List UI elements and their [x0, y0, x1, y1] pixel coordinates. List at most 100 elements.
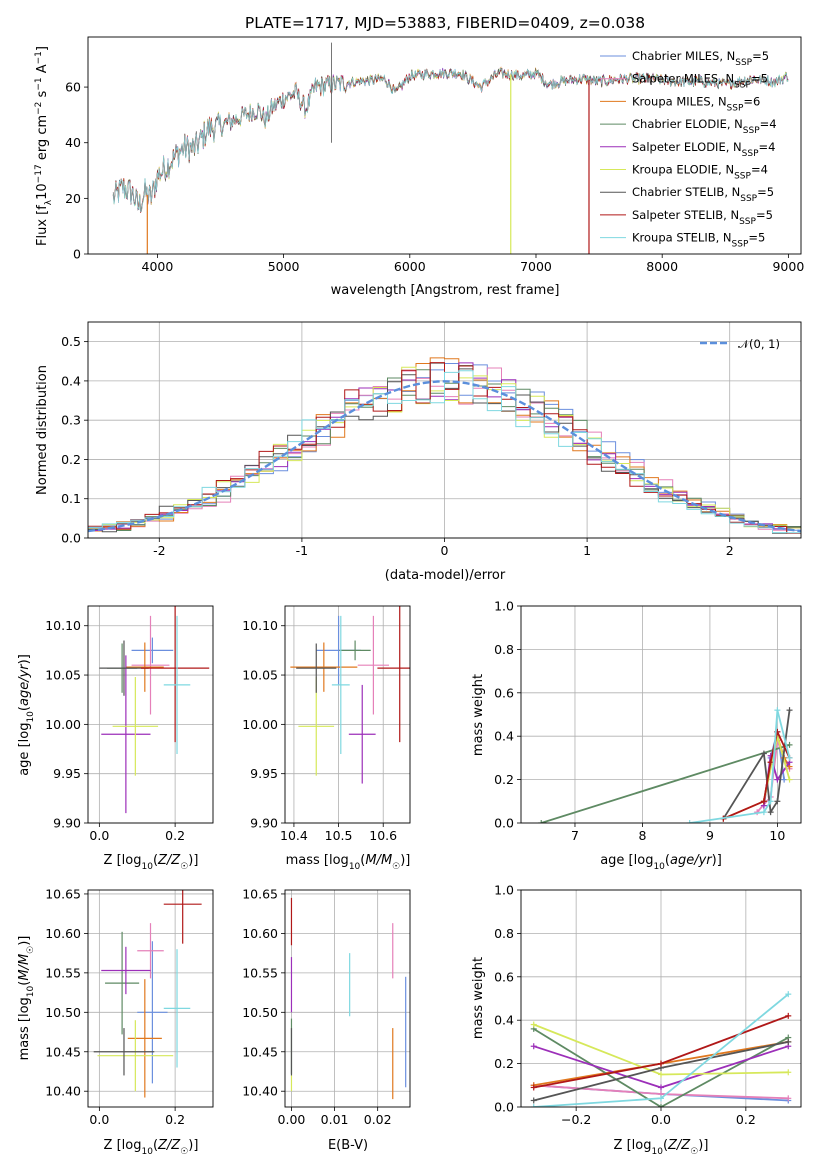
y-axis-label-part: (: [17, 981, 32, 986]
weight-line: [540, 744, 790, 823]
x-tick-label: 0.00: [278, 1112, 306, 1127]
x-tick-label: 0: [441, 543, 449, 558]
x-axis-label-part: M/M: [365, 853, 392, 868]
x-tick-label: 8000: [646, 259, 678, 274]
legend-entry: Chabrier MILES, NSSP=5: [632, 49, 769, 68]
axes-frame: [87, 605, 214, 824]
x-axis-label-part: (: [360, 853, 365, 868]
y-tick-label: 20: [65, 191, 81, 206]
y-tick-label: 10.50: [242, 1005, 278, 1020]
x-axis-label-part: age [log: [600, 853, 653, 868]
legend-entry-part: Salpeter STELIB, N: [632, 208, 739, 222]
x-axis-label-part: 10: [141, 1147, 153, 1157]
x-tick-label: 8: [638, 828, 646, 843]
y-tick-label: 0.6: [494, 685, 514, 700]
x-tick-label: 7000: [520, 259, 552, 274]
y-axis-label-part: M/M: [17, 954, 32, 981]
y-tick-label: 0.5: [61, 334, 81, 349]
legend-entry: Chabrier ELODIE, NSSP=4: [632, 117, 777, 136]
legend-entry-part: SSP: [739, 217, 756, 227]
x-axis-label-part: age/yr: [670, 853, 713, 868]
x-axis-label-part: ☉: [180, 862, 188, 872]
x-axis-label-part: )]: [188, 853, 198, 868]
y-tick-label: 10.55: [242, 965, 278, 980]
x-axis-label-part: 10: [653, 862, 665, 872]
legend-entry: Kroupa ELODIE, NSSP=4: [632, 163, 768, 182]
x-axis-label-part: )]: [712, 853, 722, 868]
legend-entry-part: SSP: [734, 172, 751, 182]
x-tick-label: 10: [769, 828, 785, 843]
y-tick-label: 0.8: [494, 926, 514, 941]
x-tick-label: 9: [706, 828, 714, 843]
y-tick-label: 0.4: [61, 373, 81, 388]
y-tick-label: 10.10: [45, 618, 81, 633]
y-axis-label: mass weight: [471, 957, 486, 1039]
y-tick-label: 10.10: [242, 618, 278, 633]
plot-area: [112, 42, 789, 254]
y-tick-label: 0.2: [61, 452, 81, 467]
legend-entry-part: Salpeter ELODIE, N: [632, 140, 742, 154]
axes-frame: [520, 889, 802, 1108]
legend-entry-part: 𝒩(0, 1): [738, 337, 780, 351]
plot-area: [290, 606, 410, 784]
y-tick-label: 9.90: [53, 816, 81, 831]
histogram-kroupa-miles: [88, 357, 801, 532]
y-tick-label: 0.0: [494, 1100, 514, 1115]
legend-entry-part: Kroupa MILES, N: [632, 94, 727, 108]
y-tick-label: 10.60: [45, 926, 81, 941]
plot-area: [290, 897, 407, 1100]
panel-residuals: -2 -1 0 1 2 0.0 0.1 0.2 0.3 0.4 0.5 𝒩(0, 1) (data-mo…: [35, 321, 802, 583]
normal-reference-curve: [88, 380, 801, 533]
legend-entry: Salpeter ELODIE, NSSP=4: [632, 140, 775, 159]
y-axis-label-part: ☉: [26, 946, 36, 954]
y-tick-label: 0.2: [494, 1056, 514, 1071]
x-axis-label-part: Z [log: [104, 1138, 142, 1153]
x-axis-label-part: Z/Z: [157, 1138, 181, 1153]
x-tick-label: 0.2: [165, 1112, 185, 1127]
y-axis-label: age [log10(age/yr)]: [17, 654, 36, 776]
x-axis-label-part: mass [log: [286, 853, 349, 868]
x-tick-label: 7: [571, 828, 579, 843]
x-tick-label: −0.2: [561, 1112, 591, 1127]
panel-mass_vs_Z: 0.0 0.2 10.40 10.45 10.50 10.55 10.60 10.65 Z [l…: [17, 886, 214, 1157]
y-tick-label: 0.3: [61, 413, 81, 428]
x-axis-label-part: ☉: [392, 862, 400, 872]
legend-entry-part: Kroupa ELODIE, N: [632, 163, 734, 177]
axes-frame: [520, 605, 802, 824]
x-axis-label: Z [log10(Z/Z☉)]: [104, 1138, 199, 1157]
x-axis-label: E(B-V): [328, 1138, 368, 1153]
legend-entry-part: =5: [757, 185, 774, 199]
y-tick-label: 0.2: [494, 772, 514, 787]
y-axis-label: mass [log10(M/M☉)]: [17, 936, 36, 1061]
x-axis-label: Z [log10(Z/Z☉)]: [104, 853, 199, 872]
legend-entry-part: =4: [759, 140, 776, 154]
x-tick-label: 9000: [772, 259, 804, 274]
x-axis-label-part: 10: [141, 862, 153, 872]
y-axis-label-part: erg cm: [35, 115, 50, 164]
y-tick-label: 10.45: [45, 1044, 81, 1059]
y-tick-label: 0.8: [494, 642, 514, 657]
y-axis-label-part: λ: [44, 199, 54, 205]
y-axis-label-part: −2: [34, 102, 44, 115]
y-tick-label: 9.95: [53, 766, 81, 781]
panel-weight_vs_Z: −0.2 0.0 0.2 0.0 0.2 0.4 0.6 0.8 1.0 Z [log10(Z/Z…: [471, 883, 802, 1157]
y-tick-label: 0: [73, 247, 81, 262]
legend-entry-part: =5: [752, 49, 769, 63]
y-tick-label: 0.0: [494, 816, 514, 831]
y-tick-label: 10.05: [242, 668, 278, 683]
y-tick-label: 0.6: [494, 969, 514, 984]
x-tick-label: 0.02: [364, 1112, 392, 1127]
x-tick-label: -1: [296, 543, 308, 558]
plot-area: [93, 890, 202, 1098]
y-axis-label: Flux [fλ10−17 erg cm−2 s−1 A−1]: [34, 46, 54, 246]
y-tick-label: 0.4: [494, 729, 514, 744]
y-axis-label-part: age [log: [17, 723, 32, 776]
x-axis-label-part: )]: [400, 853, 410, 868]
legend-entry-part: Salpeter MILES, N: [632, 72, 734, 86]
x-tick-label: 5000: [268, 259, 300, 274]
x-tick-label: 1: [583, 543, 591, 558]
x-axis-label: wavelength [Angstrom, rest frame]: [331, 283, 560, 298]
y-axis-label-part: mass [log: [17, 997, 32, 1060]
x-axis-label-part: (: [663, 1138, 668, 1153]
